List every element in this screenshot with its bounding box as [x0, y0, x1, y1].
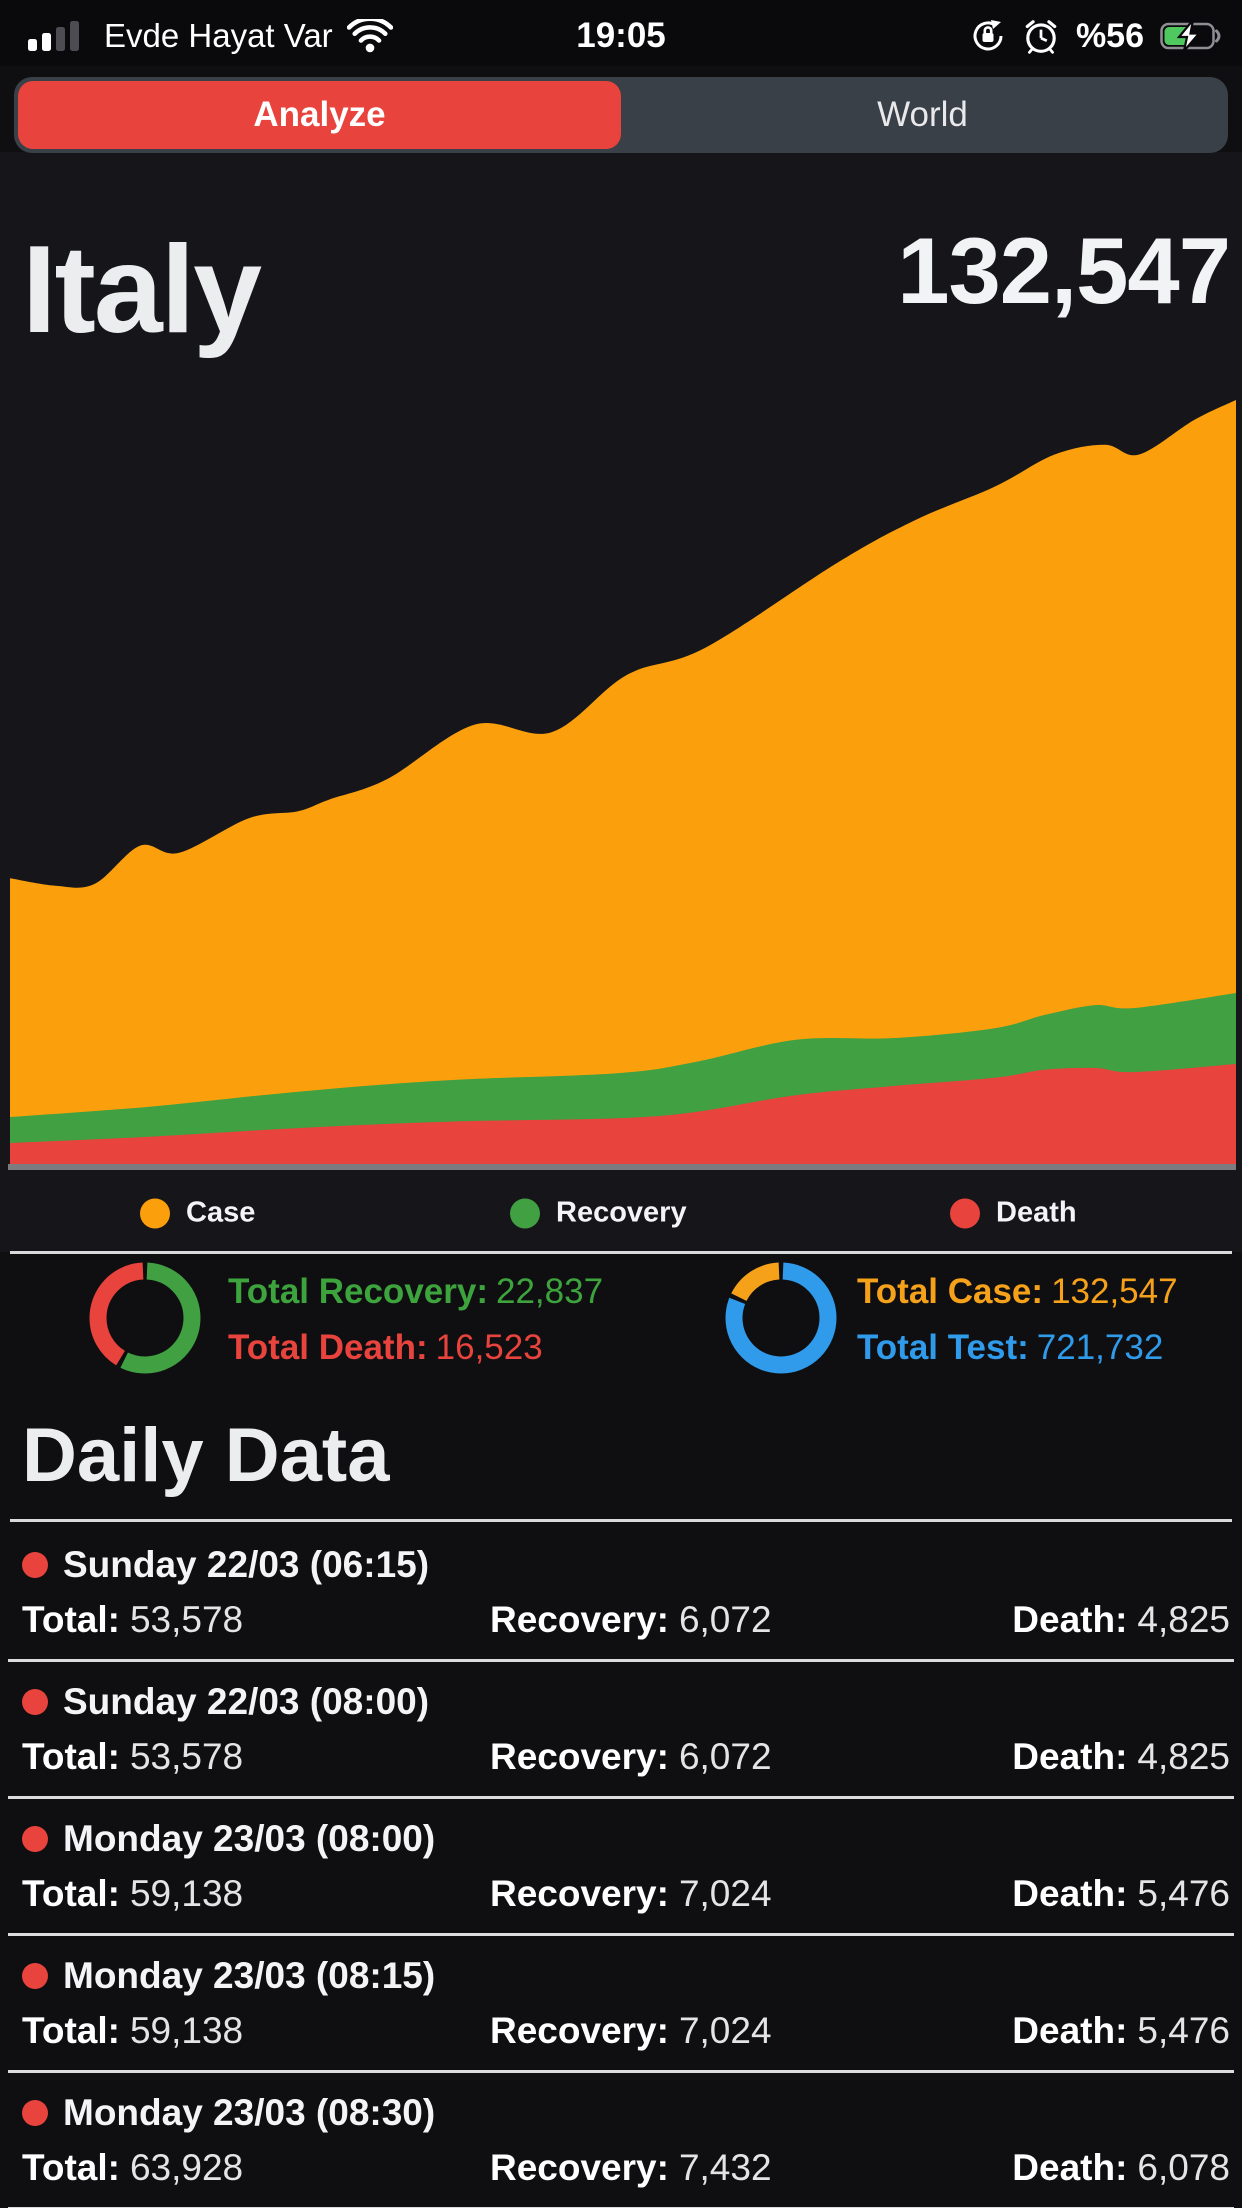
- row-death: Death: 5,476: [1012, 2010, 1230, 2051]
- row-death: Death: 4,825: [1012, 1736, 1230, 1777]
- total-case-line: Total Case: 132,547: [857, 1264, 1178, 1320]
- row-death: Death: 6,078: [1012, 2147, 1230, 2188]
- section-divider: [10, 1251, 1232, 1254]
- row-death: Death: 4,825: [1012, 1599, 1230, 1640]
- legend-item-recovery: Recovery: [510, 1197, 687, 1230]
- case-dot-icon: [140, 1198, 170, 1228]
- total-recovery-line: Total Recovery: 22,837: [228, 1264, 603, 1320]
- row-total: Total: 63,928: [22, 2147, 244, 2188]
- bullet-dot-icon: [22, 1963, 48, 1989]
- row-total: Total: 59,138: [22, 1873, 244, 1914]
- daily-row[interactable]: Monday 23/03 (08:00) Total: 59,138 Recove…: [8, 1799, 1234, 1936]
- row-date-label: Sunday 22/03 (08:00): [63, 1681, 430, 1722]
- row-date-label: Monday 23/03 (08:15): [63, 1955, 436, 1996]
- bullet-dot-icon: [22, 1552, 48, 1578]
- total-case-label: Total Case:: [857, 1272, 1044, 1311]
- row-recovery: Recovery: 6,072: [490, 1736, 772, 1777]
- case-test-donut-chart: [725, 1262, 837, 1374]
- row-header: Monday 23/03 (08:00): [22, 1817, 1230, 1861]
- daily-row[interactable]: Sunday 22/03 (08:00) Total: 53,578 Recove…: [8, 1662, 1234, 1799]
- recovery-death-donut-chart: [89, 1262, 201, 1374]
- total-recovery-label: Total Recovery:: [228, 1272, 488, 1311]
- carrier-label: Evde Hayat Var: [104, 17, 333, 54]
- area-case: [10, 400, 1236, 1165]
- case-test-stats: Total Case: 132,547 Total Test: 721,732: [857, 1264, 1178, 1376]
- total-test-value: 721,732: [1036, 1328, 1164, 1367]
- area-death: [10, 1064, 1236, 1165]
- daily-data-list: Sunday 22/03 (06:15) Total: 53,578 Recove…: [8, 1525, 1234, 2208]
- wifi-icon: [346, 19, 393, 53]
- legend-item-case: Case: [140, 1197, 255, 1230]
- row-date-label: Monday 23/03 (08:00): [63, 1818, 436, 1859]
- bullet-dot-icon: [22, 1689, 48, 1715]
- row-recovery: Recovery: 7,432: [490, 2147, 772, 2188]
- row-values: Total: 63,928 Recovery: 7,432 Death: 6,078: [22, 2147, 1230, 2191]
- row-header: Monday 23/03 (08:30): [22, 2091, 1230, 2135]
- row-values: Total: 59,138 Recovery: 7,024 Death: 5,476: [22, 2010, 1230, 2054]
- total-death-label: Total Death:: [228, 1328, 428, 1367]
- total-death-line: Total Death: 16,523: [228, 1320, 603, 1376]
- legend-label: Death: [996, 1196, 1077, 1229]
- row-values: Total: 59,138 Recovery: 7,024 Death: 5,476: [22, 1873, 1230, 1917]
- tab-world[interactable]: World: [877, 95, 968, 134]
- tab-bar: Analyze World: [14, 77, 1228, 153]
- daily-data-title: Daily Data: [22, 1413, 390, 1498]
- bullet-dot-icon: [22, 1826, 48, 1852]
- recovery-dot-icon: [510, 1198, 540, 1228]
- total-death-value: 16,523: [435, 1328, 543, 1367]
- legend-item-death: Death: [950, 1197, 1077, 1230]
- total-test-line: Total Test: 721,732: [857, 1320, 1178, 1376]
- legend-label: Recovery: [556, 1196, 687, 1229]
- clock-time: 19:05: [576, 16, 666, 55]
- row-recovery: Recovery: 7,024: [490, 1873, 772, 1914]
- total-test-label: Total Test:: [857, 1328, 1029, 1367]
- row-header: Monday 23/03 (08:15): [22, 1954, 1230, 1998]
- battery-charging-icon: [1160, 19, 1221, 52]
- row-values: Total: 53,578 Recovery: 6,072 Death: 4,825: [22, 1599, 1230, 1643]
- tab-analyze[interactable]: Analyze: [18, 81, 621, 149]
- total-recovery-value: 22,837: [496, 1272, 604, 1311]
- rotation-lock-icon: [973, 20, 1003, 51]
- total-cases-value: 132,547: [897, 218, 1231, 323]
- row-date-label: Sunday 22/03 (06:15): [63, 1544, 430, 1585]
- summary-section: Total Recovery: 22,837 Total Death: 16,523…: [0, 1258, 1242, 1418]
- row-total: Total: 59,138: [22, 2010, 244, 2051]
- row-death: Death: 5,476: [1012, 1873, 1230, 1914]
- death-dot-icon: [950, 1198, 980, 1228]
- row-header: Sunday 22/03 (08:00): [22, 1680, 1230, 1724]
- chart-legend: Case Recovery Death: [0, 1178, 1242, 1248]
- status-bar: Evde Hayat Var 19:05: [0, 0, 1242, 66]
- daily-row[interactable]: Monday 23/03 (08:30) Total: 63,928 Recove…: [8, 2073, 1234, 2208]
- total-case-value: 132,547: [1051, 1272, 1178, 1311]
- row-values: Total: 53,578 Recovery: 6,072 Death: 4,825: [22, 1736, 1230, 1780]
- daily-title-divider: [10, 1519, 1232, 1522]
- signal-strength-icon: [28, 21, 79, 51]
- row-total: Total: 53,578: [22, 1599, 244, 1640]
- row-header: Sunday 22/03 (06:15): [22, 1543, 1230, 1587]
- row-recovery: Recovery: 6,072: [490, 1599, 772, 1640]
- legend-label: Case: [186, 1196, 256, 1229]
- alarm-icon: [1025, 20, 1057, 54]
- row-total: Total: 53,578: [22, 1736, 244, 1777]
- page-title-country: Italy: [22, 221, 262, 359]
- x-axis-line: [8, 1164, 1236, 1170]
- status-bar-left: Evde Hayat Var: [28, 17, 393, 55]
- row-date-label: Monday 23/03 (08:30): [63, 2092, 436, 2133]
- status-bar-right: %56: [970, 17, 1224, 56]
- battery-percent-label: %56: [1075, 16, 1144, 55]
- daily-row[interactable]: Sunday 22/03 (06:15) Total: 53,578 Recove…: [8, 1525, 1234, 1662]
- recovery-death-stats: Total Recovery: 22,837 Total Death: 16,523: [228, 1264, 603, 1376]
- bullet-dot-icon: [22, 2100, 48, 2126]
- stacked-area-chart: [8, 400, 1236, 1170]
- row-recovery: Recovery: 7,024: [490, 2010, 772, 2051]
- daily-row[interactable]: Monday 23/03 (08:15) Total: 59,138 Recove…: [8, 1936, 1234, 2073]
